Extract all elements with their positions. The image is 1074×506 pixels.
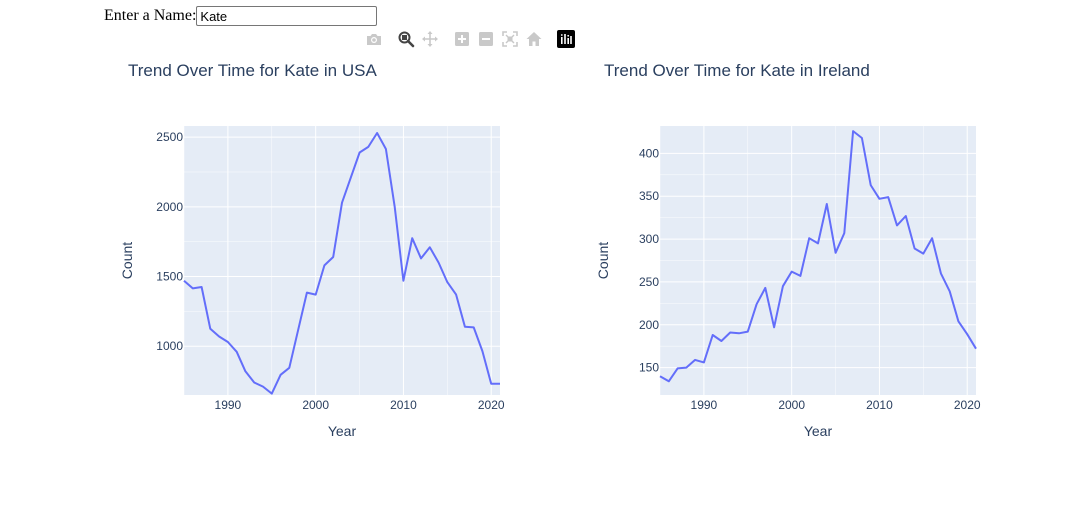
chart-title: Trend Over Time for Kate in USA — [128, 61, 377, 80]
camera-icon[interactable] — [365, 30, 383, 48]
y-tick-label: 350 — [639, 189, 659, 203]
x-tick-label: 1990 — [215, 398, 242, 412]
y-tick-label: 300 — [639, 232, 659, 246]
x-tick-label: 2000 — [778, 398, 805, 412]
series-line — [183, 132, 500, 395]
y-tick-label: 1000 — [156, 339, 183, 353]
y-tick-label: 2500 — [156, 130, 183, 144]
y-tick-label: 400 — [639, 146, 659, 160]
plot-background — [184, 126, 500, 395]
plotly-logo-icon[interactable] — [557, 30, 575, 48]
y-tick-label: 250 — [639, 275, 659, 289]
y-tick-label: 150 — [639, 361, 659, 375]
x-tick-label: 2020 — [478, 398, 505, 412]
x-tick-label: 2010 — [390, 398, 417, 412]
x-tick-label: 2010 — [866, 398, 893, 412]
x-tick-label: 2020 — [954, 398, 981, 412]
plot-modebar — [0, 30, 1074, 48]
x-tick-label: 1990 — [691, 398, 718, 412]
y-tick-label: 1500 — [156, 270, 183, 284]
name-input-row: Enter a Name: — [104, 5, 378, 27]
x-axis-label: Year — [328, 423, 357, 439]
chart-ireland: 1990 2000 2010 2020 150 200 250 300 350 400 Trend … — [595, 61, 981, 439]
zoom-icon[interactable] — [397, 30, 415, 48]
name-input[interactable] — [196, 6, 378, 26]
name-input-label: Enter a Name: — [104, 7, 197, 24]
pan-icon[interactable] — [421, 30, 439, 48]
home-icon[interactable] — [525, 30, 543, 48]
series-line — [659, 130, 977, 383]
y-axis-label: Count — [119, 242, 135, 279]
zoom-out-icon[interactable] — [477, 30, 495, 48]
chart-title: Trend Over Time for Kate in Ireland — [604, 61, 870, 80]
y-tick-label: 200 — [639, 318, 659, 332]
x-tick-label: 2000 — [302, 398, 329, 412]
x-axis-label: Year — [804, 423, 833, 439]
y-tick-label: 2000 — [156, 200, 183, 214]
y-axis-label: Count — [595, 242, 611, 279]
autoscale-icon[interactable] — [501, 30, 519, 48]
zoom-in-icon[interactable] — [453, 30, 471, 48]
chart-usa: 1990 2000 2010 2020 1000 1500 2000 2500 Trend Ov… — [119, 61, 505, 439]
